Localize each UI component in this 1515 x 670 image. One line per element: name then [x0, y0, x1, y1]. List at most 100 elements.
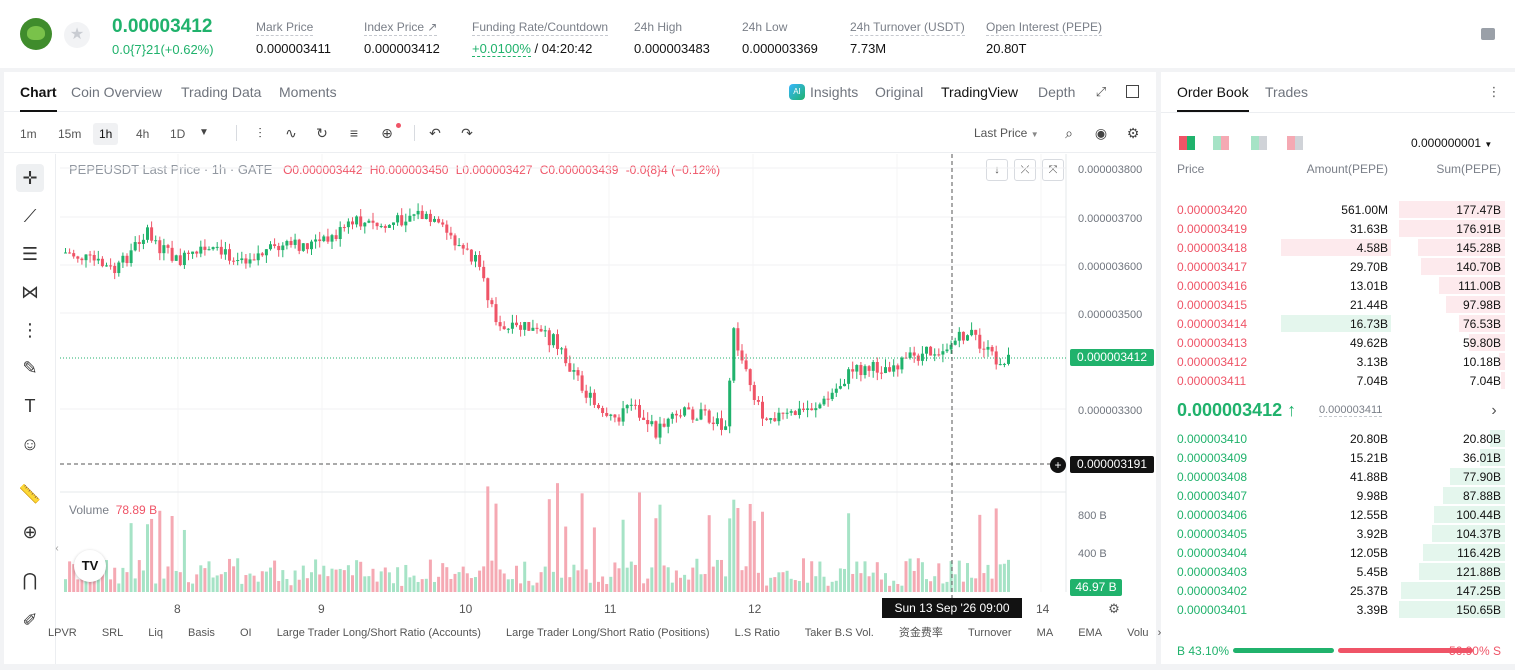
funding-rate-value[interactable]: +0.0100% — [472, 41, 531, 57]
chevron-right-icon[interactable]: › — [1491, 402, 1497, 419]
view-asks-only-icon[interactable] — [1287, 136, 1303, 150]
ask-row[interactable]: 0.000003411 7.04B 7.04B — [1161, 371, 1515, 390]
bid-row[interactable]: 0.000003406 12.55B 100.44B — [1161, 505, 1515, 524]
indicator-item[interactable]: Liq — [148, 627, 163, 639]
tab-insights[interactable]: Insights — [810, 84, 859, 100]
view-bids-only-icon[interactable] — [1251, 136, 1267, 150]
ask-row[interactable]: 0.000003419 31.63B 176.91B — [1161, 219, 1515, 238]
tab-moments[interactable]: Moments — [279, 84, 337, 100]
ask-row[interactable]: 0.000003413 49.62B 59.80B — [1161, 333, 1515, 352]
stat-index-price[interactable]: Index Price ↗ 0.000003412 — [364, 20, 440, 56]
indicator-item[interactable]: LPVR — [48, 627, 77, 639]
ask-row[interactable]: 0.000003414 16.73B 76.53B — [1161, 314, 1515, 333]
bid-row[interactable]: 0.000003410 20.80B 20.80B — [1161, 429, 1515, 448]
timeframe-1h[interactable]: 1h — [93, 123, 119, 145]
precision-select[interactable]: 0.000000001 ▼ — [1411, 136, 1493, 150]
more-options-icon[interactable]: ⋮ — [1487, 84, 1501, 99]
bid-row[interactable]: 0.000003402 25.37B 147.25B — [1161, 581, 1515, 600]
scroll-down-icon[interactable]: ↓ — [986, 159, 1008, 181]
candle-body — [428, 213, 432, 222]
fullscreen-icon[interactable]: ⤧ — [1042, 159, 1064, 181]
horizontal-lines-icon[interactable]: ☰ — [21, 244, 39, 264]
bid-row[interactable]: 0.000003403 5.45B 121.88B — [1161, 562, 1515, 581]
redo-icon[interactable]: ↷ — [461, 125, 473, 141]
indicator-item[interactable]: Turnover — [967, 627, 1012, 639]
magnet-icon[interactable]: ⋂ — [22, 570, 38, 590]
bid-row[interactable]: 0.000003404 12.05B 116.42B — [1161, 543, 1515, 562]
replay-icon[interactable]: ↻ — [316, 125, 328, 141]
timeframe-4h[interactable]: 4h — [136, 127, 150, 141]
favorite-star-icon[interactable]: ★ — [64, 22, 90, 48]
row-price: 0.000003417 — [1177, 260, 1248, 274]
pattern-icon[interactable]: ⋈ — [21, 282, 39, 302]
candle-type-icon[interactable]: ⫶ — [258, 125, 262, 141]
search-icon[interactable]: ⌕ — [1065, 125, 1073, 141]
candlestick-chart[interactable] — [4, 72, 1156, 664]
axis-settings-icon[interactable]: ⚙ — [1108, 601, 1120, 616]
ask-row[interactable]: 0.000003418 4.58B 145.28B — [1161, 238, 1515, 257]
gear-icon[interactable]: ⚙ — [1126, 125, 1140, 141]
indicator-item[interactable]: Large Trader Long/Short Ratio (Positions… — [505, 627, 710, 639]
templates-icon[interactable]: ≡ — [349, 125, 359, 141]
timeframe-1m[interactable]: 1m — [20, 127, 37, 141]
crosshair-icon[interactable]: ✛ — [16, 164, 44, 192]
bid-row[interactable]: 0.000003405 3.92B 104.37B — [1161, 524, 1515, 543]
add-order-plus-icon[interactable]: + — [1050, 457, 1066, 473]
ask-row[interactable]: 0.000003416 13.01B 111.00B — [1161, 276, 1515, 295]
pencil-lock-icon[interactable]: ✐ — [22, 610, 38, 630]
collapse-icon[interactable]: ⤫ — [1014, 159, 1036, 181]
window-icon[interactable] — [1126, 85, 1139, 98]
volume-bar — [191, 583, 195, 592]
tab-original[interactable]: Original — [875, 84, 924, 100]
add-alert-icon[interactable]: ⊕ — [381, 125, 393, 141]
tab-trades[interactable]: Trades — [1265, 84, 1309, 100]
ask-row[interactable]: 0.000003415 21.44B 97.98B — [1161, 295, 1515, 314]
tab-depth[interactable]: Depth — [1038, 84, 1076, 100]
indicator-scroll-right-icon[interactable]: › — [1157, 627, 1162, 639]
indicator-item[interactable]: OI — [240, 627, 252, 639]
tab-coin-overview[interactable]: Coin Overview — [71, 84, 163, 100]
timeframe-dropdown-icon[interactable]: ▼ — [199, 127, 209, 138]
indicator-item[interactable]: L.S Ratio — [734, 627, 780, 639]
candle-body — [281, 245, 285, 251]
timeframe-15m[interactable]: 15m — [58, 127, 82, 141]
ruler-icon[interactable]: 📏 — [18, 484, 42, 504]
indicator-item[interactable]: MA — [1036, 627, 1054, 639]
collapse-left-icon[interactable]: ‹ — [55, 543, 59, 554]
candle-body — [264, 249, 268, 256]
tab-tradingview[interactable]: TradingView — [941, 84, 1019, 100]
view-both-icon[interactable] — [1179, 136, 1195, 150]
indicators-icon[interactable]: ∿ — [285, 125, 297, 141]
tab-trading-data[interactable]: Trading Data — [181, 84, 262, 100]
zoom-in-icon[interactable]: ⊕ — [22, 522, 38, 542]
bid-row[interactable]: 0.000003401 3.39B 150.65B — [1161, 600, 1515, 619]
indicator-item[interactable]: EMA — [1078, 627, 1103, 639]
expand-icon[interactable]: ⤢ — [1095, 84, 1107, 99]
timeframe-1d[interactable]: 1D — [170, 127, 186, 141]
view-bids-asks-icon[interactable] — [1213, 136, 1229, 150]
trendline-icon[interactable]: ⟋ — [23, 206, 37, 226]
indicator-item[interactable]: Taker B.S Vol. — [804, 627, 874, 639]
indicator-item[interactable]: Volu — [1127, 627, 1149, 639]
text-icon[interactable]: T — [24, 396, 36, 416]
bid-row[interactable]: 0.000003409 15.21B 36.01B — [1161, 448, 1515, 467]
bid-row[interactable]: 0.000003407 9.98B 87.88B — [1161, 486, 1515, 505]
indicator-item[interactable]: Basis — [188, 627, 215, 639]
ask-row[interactable]: 0.000003420 561.00M 177.47B — [1161, 200, 1515, 219]
price-type-select[interactable]: Last Price ▼ — [974, 126, 1039, 140]
brush-icon[interactable]: ✎ — [22, 358, 38, 378]
tab-chart[interactable]: Chart — [20, 84, 57, 112]
camera-icon[interactable]: ◉ — [1094, 125, 1108, 141]
indicator-item[interactable]: SRL — [101, 627, 124, 639]
tab-order-book[interactable]: Order Book — [1177, 84, 1249, 112]
indicator-item[interactable]: 资金费率 — [898, 627, 943, 639]
volume-bar — [383, 567, 387, 592]
ask-row[interactable]: 0.000003412 3.13B 10.18B — [1161, 352, 1515, 371]
ask-row[interactable]: 0.000003417 29.70B 140.70B — [1161, 257, 1515, 276]
fib-icon[interactable]: ⋮ — [21, 320, 39, 340]
emoji-icon[interactable]: ☺ — [20, 434, 40, 454]
indicator-item[interactable]: Large Trader Long/Short Ratio (Accounts) — [276, 627, 481, 639]
undo-icon[interactable]: ↶ — [429, 125, 441, 141]
book-icon[interactable] — [1481, 28, 1495, 40]
bid-row[interactable]: 0.000003408 41.88B 77.90B — [1161, 467, 1515, 486]
